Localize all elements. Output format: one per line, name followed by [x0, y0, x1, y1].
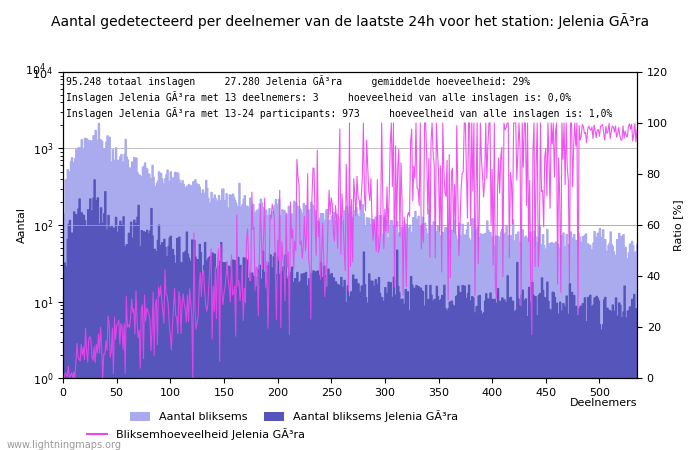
Text: $10^{4}$: $10^{4}$: [25, 62, 46, 78]
Bliksemhoeveelheid Jelenia GÃ³ra: [60, 375, 69, 381]
Bliksemhoeveelheid Jelenia GÃ³ra: [633, 127, 641, 132]
Text: Deelnemers: Deelnemers: [570, 398, 637, 408]
Bliksemhoeveelheid Jelenia GÃ³ra: [522, 120, 530, 126]
Bliksemhoeveelheid Jelenia GÃ³ra: [195, 284, 204, 289]
Text: 95.248 totaal inslagen     27.280 Jelenia GÃ³ra     gemiddelde hoeveelheid: 29%
: 95.248 totaal inslagen 27.280 Jelenia GÃ…: [66, 75, 612, 119]
Text: Aantal gedetecteerd per deelnemer van de laatste 24h voor het station: Jelenia G: Aantal gedetecteerd per deelnemer van de…: [51, 14, 649, 29]
Bliksemhoeveelheid Jelenia GÃ³ra: [506, 170, 514, 176]
Bliksemhoeveelheid Jelenia GÃ³ra: [218, 288, 226, 293]
Line: Bliksemhoeveelheid Jelenia GÃ³ra: Bliksemhoeveelheid Jelenia GÃ³ra: [64, 123, 637, 378]
Bliksemhoeveelheid Jelenia GÃ³ra: [491, 284, 500, 289]
Y-axis label: Aantal: Aantal: [17, 207, 27, 243]
Bliksemhoeveelheid Jelenia GÃ³ra: [345, 120, 354, 126]
Legend: Aantal bliksems, Aantal bliksems Jelenia GÃ³ra: Aantal bliksems, Aantal bliksems Jelenia…: [125, 405, 463, 427]
Y-axis label: Ratio [%]: Ratio [%]: [673, 199, 683, 251]
Text: www.lightningmaps.org: www.lightningmaps.org: [7, 440, 122, 450]
Legend: Bliksemhoeveelheid Jelenia GÃ³ra: Bliksemhoeveelheid Jelenia GÃ³ra: [83, 423, 309, 445]
Bliksemhoeveelheid Jelenia GÃ³ra: [216, 359, 224, 364]
